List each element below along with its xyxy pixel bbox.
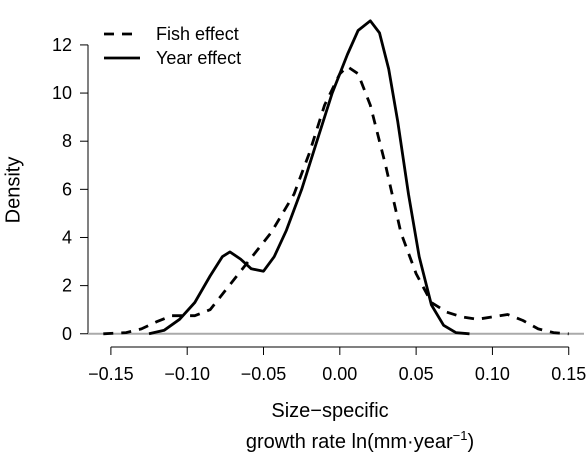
legend-label: Fish effect <box>156 24 239 44</box>
x-axis-label: Size−specific <box>271 400 388 422</box>
x-tick-label: 0.10 <box>475 364 510 384</box>
y-tick-label: 6 <box>62 179 72 199</box>
y-tick-label: 4 <box>62 227 72 247</box>
x-axis-label-sup: −1 <box>453 428 468 443</box>
x-axis-label-text: growth rate ln(mm·year <box>246 431 453 453</box>
x-axis-label-end: ) <box>467 431 474 453</box>
x-tick-label: −0.15 <box>88 364 134 384</box>
x-axis-label: growth rate ln(mm·year−1) <box>246 428 474 453</box>
series-line <box>148 19 470 336</box>
y-tick-label: 2 <box>62 276 72 296</box>
y-tick-label: 10 <box>52 83 72 103</box>
y-tick-label: 8 <box>62 131 72 151</box>
y-tick-label: 12 <box>52 35 72 55</box>
series-line <box>103 65 569 336</box>
legend-label: Year effect <box>156 48 241 68</box>
y-tick-label: 0 <box>62 324 72 344</box>
x-tick-label: 0.05 <box>399 364 434 384</box>
x-tick-label: −0.05 <box>241 364 287 384</box>
y-axis-label: Density <box>2 157 24 224</box>
x-tick-label: 0.00 <box>322 364 357 384</box>
x-tick-label: −0.10 <box>164 364 210 384</box>
x-tick-label: 0.15 <box>551 364 586 384</box>
